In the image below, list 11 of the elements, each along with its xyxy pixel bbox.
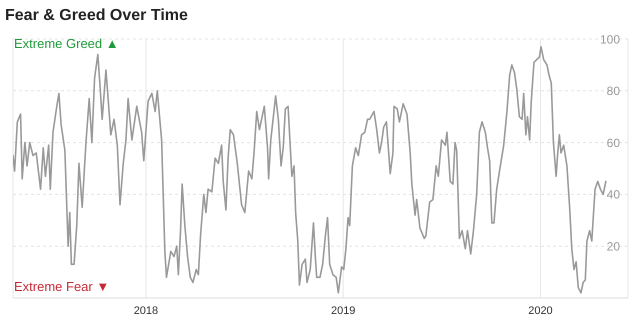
y-tick-label: 80 (606, 84, 620, 98)
annotation: Extreme Greed ▲ (14, 36, 119, 51)
y-tick-label: 100 (600, 32, 620, 46)
chart-title: Fear & Greed Over Time (5, 7, 188, 25)
y-tick-label: 60 (606, 136, 620, 150)
x-tick-label: 2018 (134, 304, 158, 317)
y-tick-label: 40 (606, 188, 620, 202)
x-tick-label: 2020 (528, 304, 553, 317)
annotation: Extreme Fear ▼ (14, 279, 110, 294)
y-tick-label: 20 (606, 239, 620, 254)
x-tick-label: 2019 (330, 304, 356, 317)
